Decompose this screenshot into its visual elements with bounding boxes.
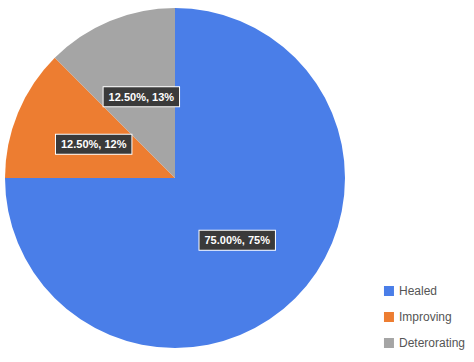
svg-text:12.50%, 13%: 12.50%, 13%	[109, 91, 175, 103]
svg-text:Deterorating: Deterorating	[399, 336, 465, 350]
svg-text:75.00%, 75%: 75.00%, 75%	[205, 234, 271, 246]
svg-text:Healed: Healed	[399, 284, 437, 298]
svg-text:Improving: Improving	[399, 310, 452, 324]
svg-text:12.50%, 12%: 12.50%, 12%	[61, 138, 127, 150]
